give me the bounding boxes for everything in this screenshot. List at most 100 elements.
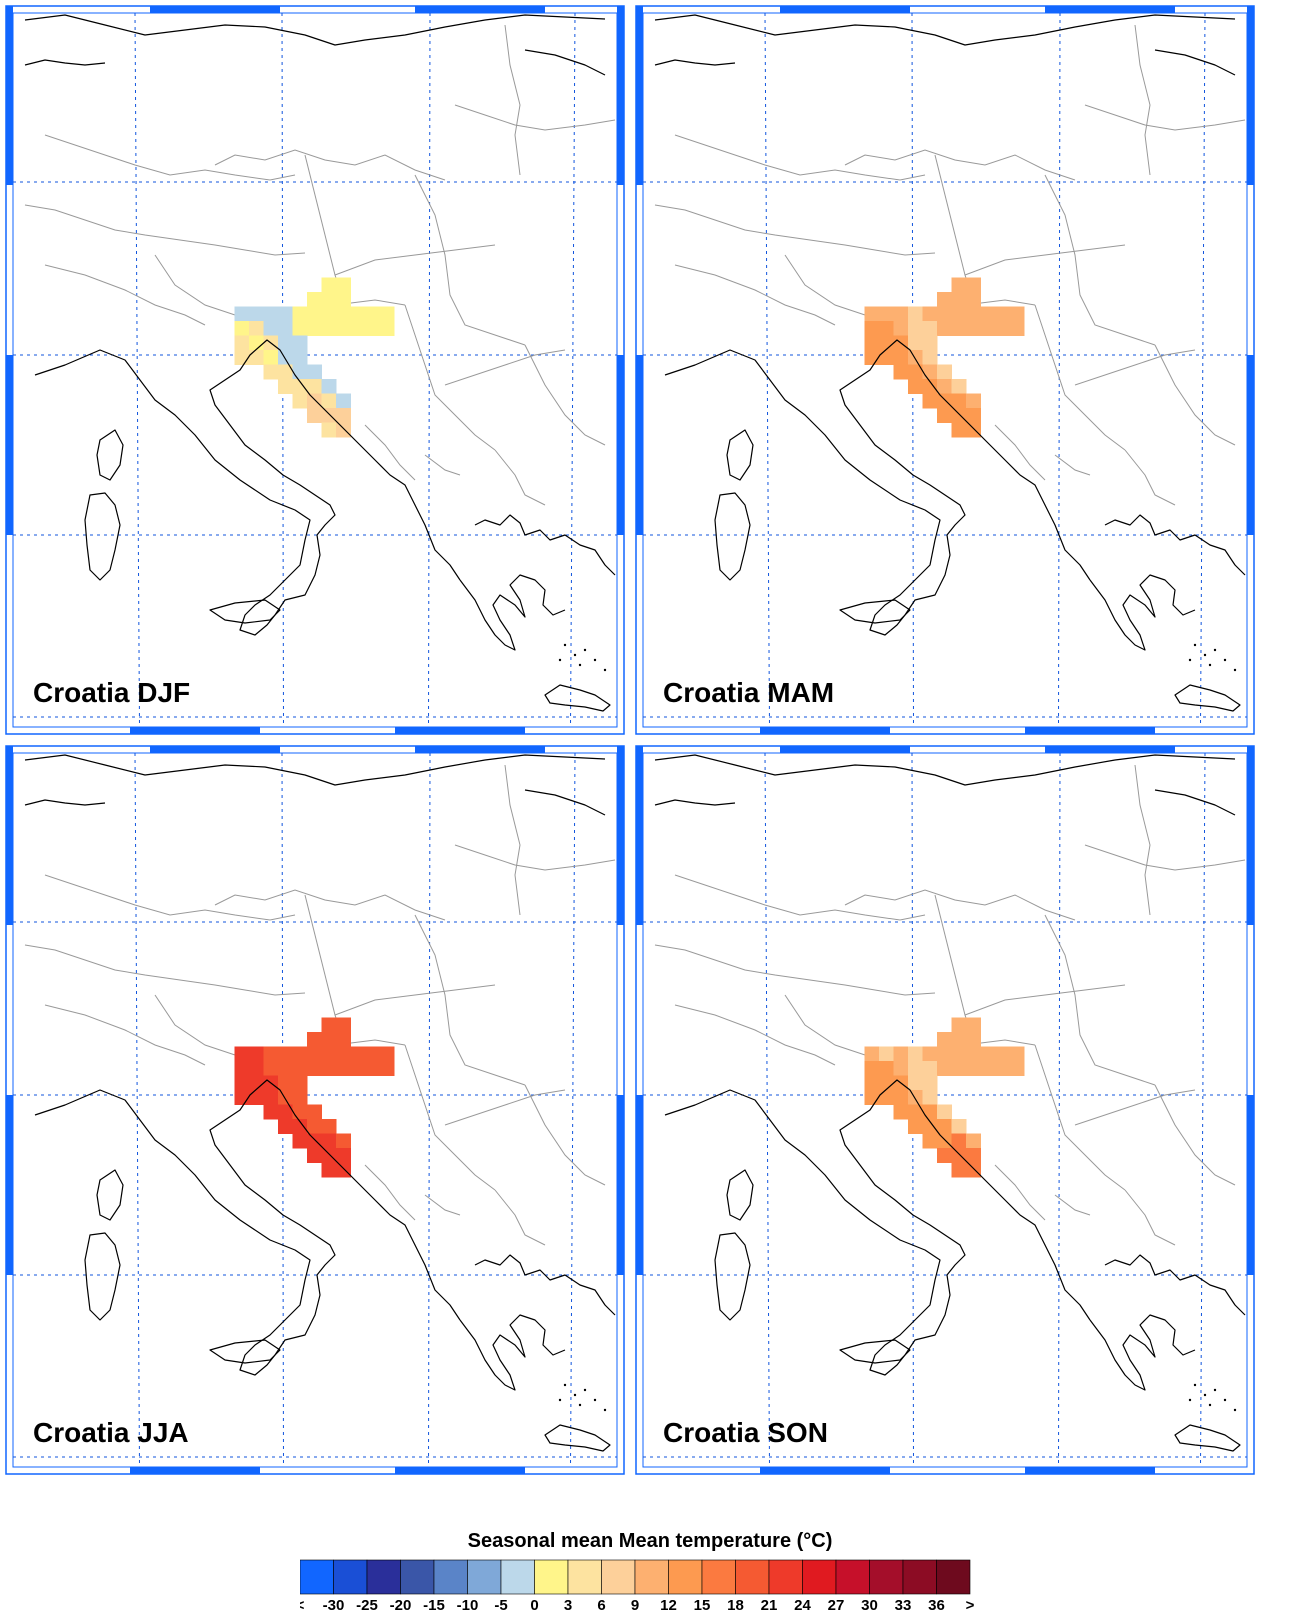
grid-cell [336,1017,351,1033]
grid-cell [249,321,264,336]
country-border-10 [1124,1189,1176,1246]
grid-cell [879,335,894,351]
country-border-9 [444,349,566,386]
grid-cell [365,306,380,322]
coastline-2 [474,1254,616,1316]
island-dot [563,643,567,647]
grid-cell [1009,321,1025,336]
grid-cell [980,1046,996,1062]
meridian-0 [764,12,770,728]
grid-cell [292,1133,308,1149]
coastline-7 [24,14,606,46]
grid-cell [321,422,337,438]
island-dot [578,1403,582,1407]
country-border-12 [454,844,616,871]
grid-cell [864,1075,880,1091]
grid-cell [937,306,952,322]
grid-cell [350,321,366,336]
frame-bar-right-0 [617,6,624,185]
grid-cell [263,1104,279,1120]
frame-bar-top-1 [1045,6,1175,13]
grid-cell [966,1148,981,1163]
country-border-11 [524,344,606,446]
country-border-7 [1044,914,1156,1086]
grid-cell [908,321,923,336]
colorbar-swatch [467,1559,502,1595]
grid-cell [249,350,264,365]
grid-cell [966,1162,981,1178]
coastline-4 [714,1232,751,1321]
grid-cell [379,306,395,322]
country-border-0 [44,874,296,921]
grid-cell [893,364,909,380]
country-border-12 [1084,104,1246,131]
country-border-15 [424,1194,461,1216]
colorbar-swatch [735,1559,770,1595]
country-border-7 [414,174,526,346]
grid-cell [1009,1046,1025,1062]
grid-cell [307,1104,322,1120]
grid-cell [336,1061,351,1076]
colorbar-tick-label: 27 [828,1597,845,1610]
coastline-6 [209,599,281,624]
colorbar-tick-label: 21 [761,1597,778,1610]
grid-cell [980,1061,996,1076]
grid-cell [234,350,250,365]
frame-bar-right-0 [617,746,624,925]
grid-cell [278,1046,293,1062]
colorbar-tick-label: 9 [631,1597,639,1610]
island-dot [1213,648,1217,652]
grid-cell [879,350,894,365]
grid-cell [1009,306,1025,322]
grid-cell [908,306,923,322]
grid-cell [292,321,308,336]
country-border-12 [454,104,616,131]
colorbar-swatch [902,1559,937,1595]
colorbar-swatch [500,1559,535,1595]
colorbar-tick-label: -10 [457,1597,479,1610]
grid-cell [365,1061,380,1076]
grid-cell [321,1046,337,1062]
grid-cell [321,393,337,409]
grid-cell [937,393,952,409]
colorbar-swatch [300,1559,334,1595]
grid-cell [321,1162,337,1178]
colorbar-swatch [768,1559,803,1595]
coastline-5 [726,429,754,481]
grid-cell [292,306,308,322]
country-border-2 [214,149,446,181]
grid-cell [292,1090,308,1105]
coastline-2 [1104,1254,1246,1316]
colorbar-tick-label: 36 [928,1597,945,1610]
colorbar-tick-label: -30 [323,1597,345,1610]
grid-cell [263,1046,279,1062]
island-dot [1208,1403,1212,1407]
colorbar-tick-label: 30 [861,1597,878,1610]
grid-cell [336,1133,351,1149]
island-dot [558,1398,562,1402]
grid-cell [980,321,996,336]
colorbar-swatch [835,1559,870,1595]
map-djf: Croatia DJF [5,5,625,735]
grid-cell [350,1046,366,1062]
grid-cell [336,1162,351,1178]
grid-cell [922,306,938,322]
coastline-6 [839,599,911,624]
frame-bar-bottom-0 [760,727,890,734]
grid-cell [263,350,279,365]
grid-cell [951,1061,967,1076]
country-border-9 [1074,349,1196,386]
grid-cell [321,1032,337,1047]
coastline-1 [459,574,566,651]
grid-cell [951,292,967,307]
grid-cell [234,1075,250,1091]
grid-cell [879,321,894,336]
grid-cell [937,1148,952,1163]
frame-bar-left-1 [6,355,13,535]
grid-cell [307,306,322,322]
panel-djf: Croatia DJF [5,5,625,735]
island-dot [1233,1408,1237,1412]
grid-cell [951,408,967,423]
grid-cell [951,1017,967,1033]
grid-cell [893,1090,909,1105]
